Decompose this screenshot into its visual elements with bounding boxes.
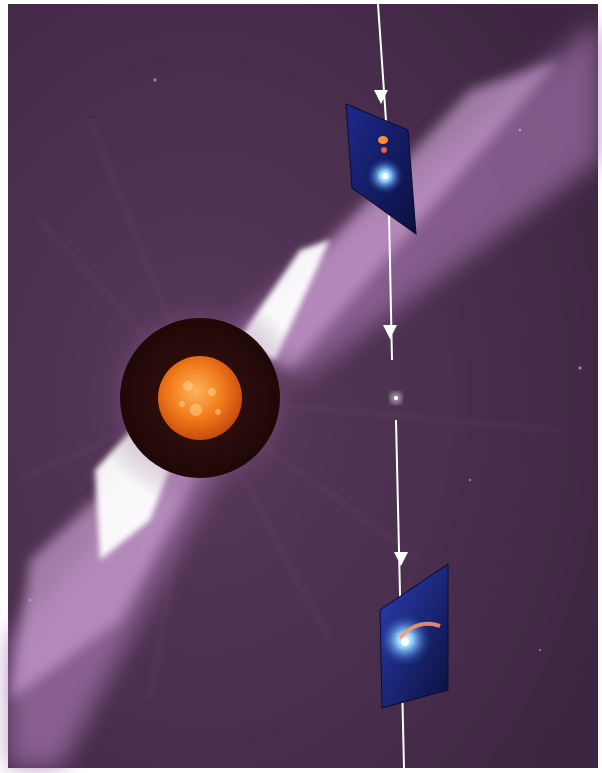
inset-panel-upper: [345, 103, 417, 236]
trajectory-arrowheads: [374, 90, 408, 566]
sun-image: [158, 356, 242, 440]
comet-tail-lower: [398, 621, 441, 640]
comet-middle: [390, 392, 402, 404]
comet-tail-upper: [378, 136, 388, 153]
inset-panel-lower: [379, 563, 449, 709]
background-stars: [28, 78, 582, 651]
